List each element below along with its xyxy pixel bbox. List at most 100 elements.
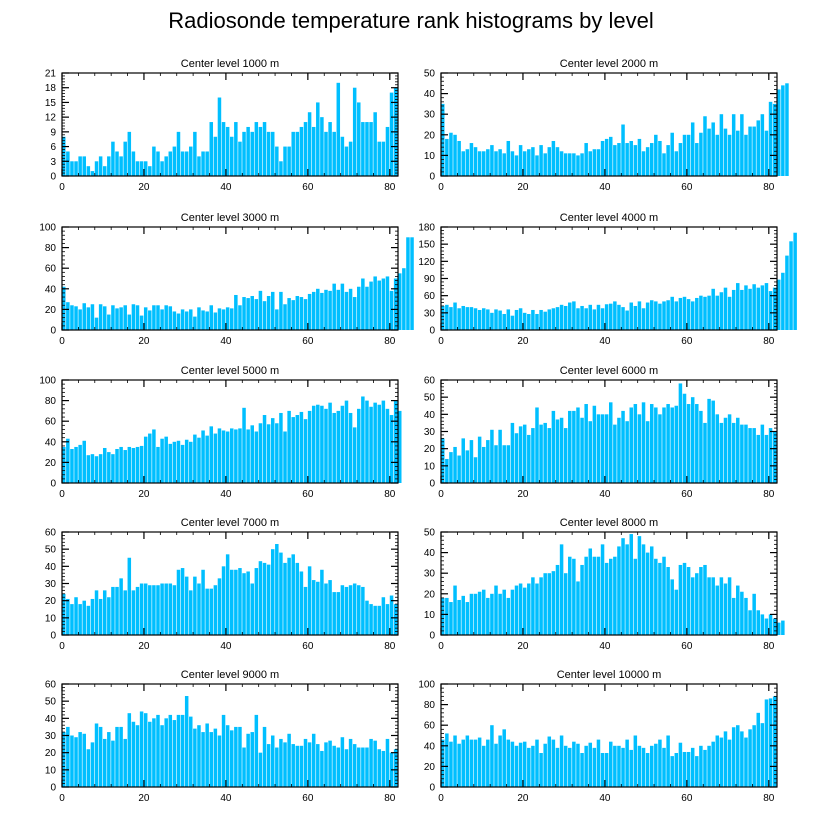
bar (221, 122, 226, 176)
bar (703, 422, 707, 483)
bar (119, 578, 123, 635)
bar (580, 564, 584, 635)
x-tick-label: 60 (681, 489, 693, 500)
bar (453, 302, 457, 330)
bar (139, 315, 144, 330)
bar (682, 134, 687, 176)
bar (172, 311, 177, 330)
bar (193, 316, 197, 330)
bar (510, 151, 515, 176)
bar (649, 745, 654, 787)
bar (543, 422, 547, 483)
x-tick-label: 80 (763, 489, 775, 500)
x-tick-label: 0 (59, 336, 65, 347)
bar (209, 732, 214, 787)
bar (94, 590, 99, 635)
bar (385, 604, 390, 635)
bar (98, 726, 103, 787)
bar (279, 412, 283, 483)
bar (295, 415, 300, 483)
bar (670, 296, 674, 330)
bar (201, 310, 205, 330)
bar (295, 131, 300, 176)
bar (213, 433, 218, 483)
y-tick-label: 100 (418, 680, 435, 691)
bar (86, 749, 91, 787)
bar (307, 742, 312, 787)
bar (617, 304, 621, 330)
bar (637, 414, 642, 483)
bar (502, 153, 506, 176)
bar (94, 317, 99, 330)
bar (352, 744, 357, 787)
bar (490, 593, 494, 635)
bar (111, 586, 115, 635)
bar (127, 446, 132, 483)
bar (453, 585, 457, 635)
y-tick-label: 20 (424, 589, 436, 600)
bar (320, 750, 324, 787)
bar (230, 308, 234, 330)
bar (604, 304, 609, 330)
bar (184, 151, 189, 176)
bar (135, 586, 140, 635)
bar (205, 311, 209, 330)
bar (555, 307, 560, 330)
x-tick-label: 60 (681, 336, 693, 347)
y-tick-label: 120 (418, 257, 435, 268)
y-tick-label: 40 (45, 284, 57, 295)
bar (617, 546, 621, 635)
bar (502, 589, 506, 635)
bar (613, 301, 617, 330)
bar (307, 566, 312, 635)
bar (123, 305, 127, 330)
bar (686, 299, 691, 330)
bar (576, 155, 580, 176)
bar (518, 145, 523, 176)
bar (518, 742, 523, 787)
bar (518, 308, 523, 330)
bar (98, 454, 103, 483)
x-tick-label: 60 (681, 641, 693, 652)
bar (719, 114, 724, 176)
bar (707, 398, 711, 483)
bar (695, 297, 699, 330)
bar (690, 301, 695, 330)
bar (123, 590, 127, 635)
bar (469, 143, 474, 176)
bar (238, 568, 242, 635)
y-tick-label: 60 (424, 376, 436, 387)
bar (164, 718, 168, 787)
bar (70, 161, 74, 176)
bar (522, 587, 527, 635)
bar (744, 597, 748, 635)
bar (332, 745, 336, 787)
bar (711, 400, 715, 483)
bar (160, 438, 164, 483)
y-tick-label: 30 (45, 731, 57, 742)
x-tick-label: 40 (220, 182, 232, 193)
bar (275, 544, 279, 635)
bar (473, 739, 478, 787)
x-tick-label: 80 (763, 641, 775, 652)
bar (727, 414, 732, 483)
bar (539, 577, 543, 635)
bar (127, 713, 132, 787)
bar (555, 564, 560, 635)
bar (682, 562, 687, 635)
bar (361, 747, 365, 787)
bar (465, 307, 470, 330)
bar (699, 295, 703, 330)
bar (625, 544, 629, 635)
bar (731, 422, 736, 483)
bar (568, 410, 572, 483)
bar (225, 307, 230, 330)
bar (152, 429, 156, 483)
bar (156, 151, 160, 176)
bar (674, 753, 679, 787)
x-tick-label: 20 (517, 182, 529, 193)
bar (539, 424, 543, 483)
bar (230, 428, 234, 483)
bar (453, 446, 457, 483)
bar (756, 434, 761, 483)
